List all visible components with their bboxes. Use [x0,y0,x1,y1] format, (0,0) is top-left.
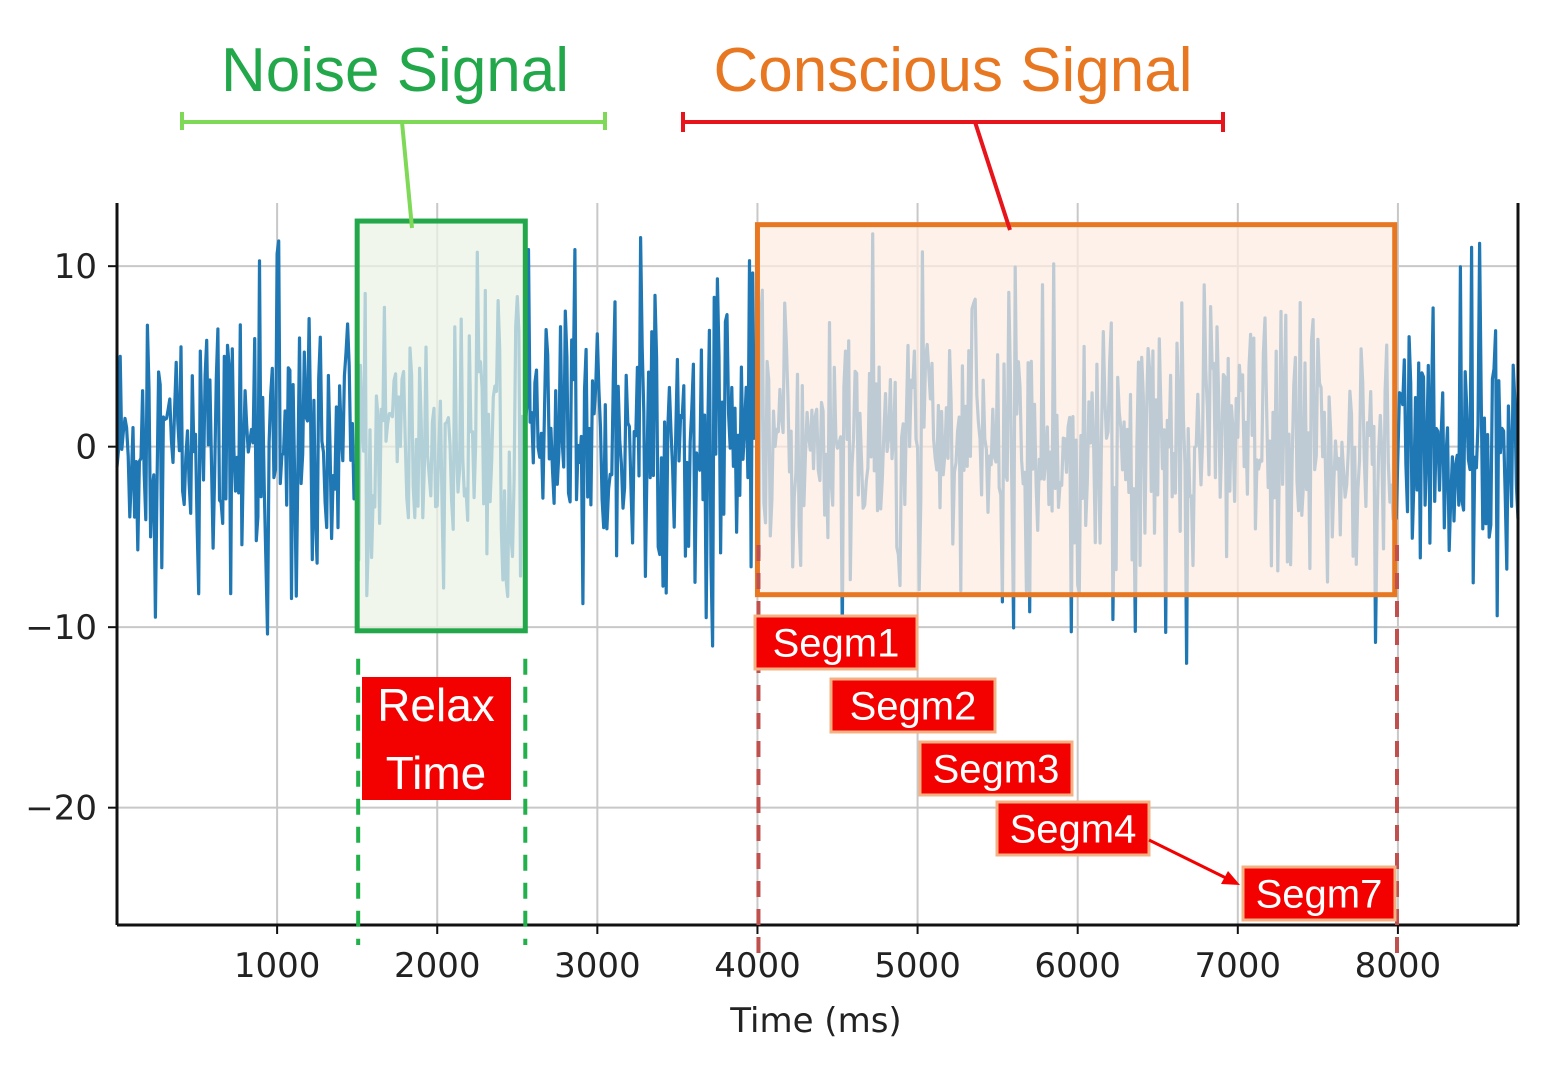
noise-signal-title: Noise Signal [221,36,569,105]
axes: 1000 2000 3000 4000 5000 6000 7000 8000100−10−2… [25,203,1520,986]
conscious-bracket [681,112,1225,132]
conscious-region-box [754,222,1398,598]
noise-bracket-pointer [400,121,414,229]
relax-time-label-line2: Time [386,747,487,799]
conscious-bracket-pointer [973,121,1012,231]
segment-label: Segm2 [850,685,977,729]
segment-box-1 [753,614,919,671]
relax-time-box [362,677,511,800]
x-tick-label: 1000 [234,946,321,986]
x-tick-label: 6000 [1034,946,1121,986]
x-tick-label: 3000 [554,946,641,986]
segment-box-4 [995,800,1151,857]
segment-box-2 [829,677,997,734]
segment-label: Segm7 [1256,873,1383,917]
segment-box-3 [918,740,1074,797]
noise-bracket [180,112,607,130]
segment-label: Segm1 [773,622,900,666]
segment-box-5 [1241,865,1397,922]
segment-label: Segm4 [1010,808,1137,852]
x-tick-label: 7000 [1195,946,1282,986]
segment-arrow-line [1148,838,1227,880]
conscious-signal-title: Conscious Signal [713,36,1192,105]
x-tick-label: 5000 [874,946,961,986]
y-tick-label: 0 [75,428,97,468]
x-axis-title: Time (ms) [729,1001,901,1041]
relax-time-label-line1: Relax [377,679,495,731]
segment-arrow-head [1221,871,1240,885]
x-tick-label: 2000 [394,946,481,986]
y-tick-label: −10 [25,608,97,648]
annotations: Relax Time Segm1 Segm2 Segm3 Segm4 Segm7 [180,112,1399,955]
highlight-regions [354,218,1398,634]
noise-region-box [354,218,528,634]
y-tick-label: 10 [54,247,97,287]
y-tick-label: −20 [25,789,97,829]
segment-label: Segm3 [933,748,1060,792]
